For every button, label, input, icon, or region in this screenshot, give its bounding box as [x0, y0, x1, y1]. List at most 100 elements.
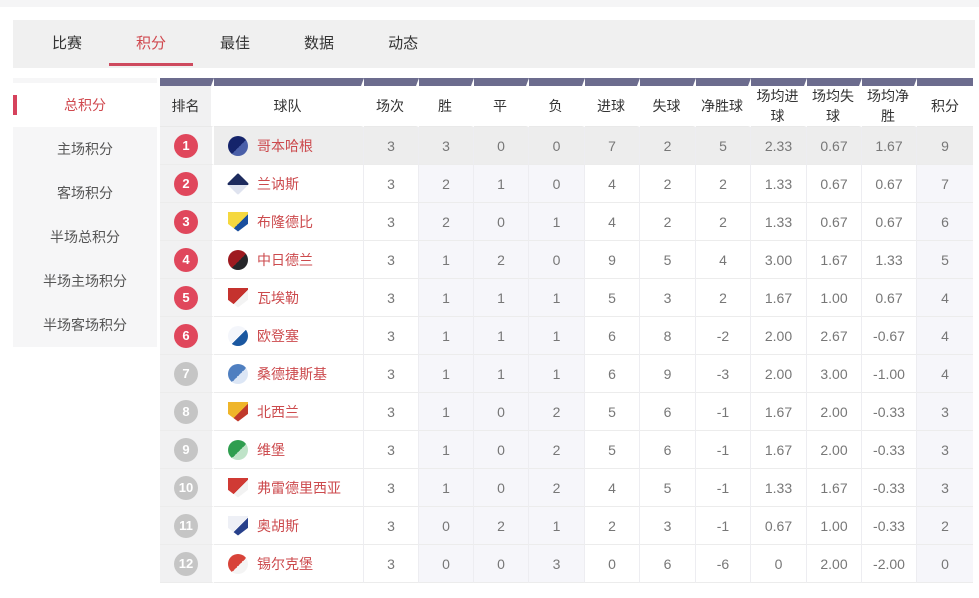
stat-cell: 3	[917, 393, 973, 431]
stat-cell: 3.00	[807, 355, 862, 393]
page: 比赛 积分 最佳 数据 动态 总积分 主场积分 客场积分 半场总积分 半场主场积分 半场客场积分 …	[0, 0, 979, 583]
stat-cell: -1	[696, 469, 751, 507]
stat-cell: 0	[474, 203, 529, 241]
team-cell[interactable]: 奥胡斯	[214, 507, 364, 545]
team: 锡尔克堡	[228, 553, 363, 574]
stat-cell: 2	[696, 279, 751, 317]
table-row[interactable]: 7 桑德捷斯基 3 1 1 1 6 9 -3 2.00 3.00 -1.00 4	[160, 355, 973, 393]
stat-cell: -1.00	[862, 355, 917, 393]
team-name-link[interactable]: 锡尔克堡	[257, 555, 313, 572]
column-header: 净胜球	[696, 78, 751, 127]
stat-cell: -3	[696, 355, 751, 393]
stat-cell: 0	[474, 127, 529, 165]
stat-cell: 1	[474, 165, 529, 203]
stat-cell: 1	[474, 355, 529, 393]
team-name-link[interactable]: 兰讷斯	[257, 175, 299, 192]
sidebar-item-6[interactable]: 半场客场积分	[43, 317, 127, 333]
team-cell[interactable]: 欧登塞	[214, 317, 364, 355]
stat-cell: 1.67	[751, 431, 807, 469]
stat-cell: 4	[917, 355, 973, 393]
sidebar-item-3[interactable]: 客场积分	[57, 185, 113, 201]
content-area: 总积分 主场积分 客场积分 半场总积分 半场主场积分 半场客场积分 排名 球队 场次胜平负进球…	[0, 78, 979, 583]
stat-cell: 2.00	[807, 431, 862, 469]
team-name-link[interactable]: 维堡	[257, 441, 285, 458]
stat-cell: 5	[585, 431, 640, 469]
stat-cell: -2.00	[862, 545, 917, 583]
stat-cell: 5	[585, 393, 640, 431]
team-name-link[interactable]: 弗雷德里西亚	[257, 479, 341, 496]
table-row[interactable]: 5 瓦埃勒 3 1 1 1 5 3 2 1.67 1.00 0.67 4	[160, 279, 973, 317]
table-row[interactable]: 1 哥本哈根 3 3 0 0 7 2 5 2.33 0.67 1.67 9	[160, 127, 973, 165]
table-row[interactable]: 9 维堡 3 1 0 2 5 6 -1 1.67 2.00 -0.33 3	[160, 431, 973, 469]
rank-badge: 2	[174, 171, 198, 196]
table-row[interactable]: 11 奥胡斯 3 0 2 1 2 3 -1 0.67 1.00 -0.33 2	[160, 507, 973, 545]
team-cell[interactable]: 兰讷斯	[214, 165, 364, 203]
sidebar-item-4[interactable]: 半场总积分	[50, 229, 120, 245]
table-row[interactable]: 8 北西兰 3 1 0 2 5 6 -1 1.67 2.00 -0.33 3	[160, 393, 973, 431]
stat-cell: 7	[585, 127, 640, 165]
table-row[interactable]: 12 锡尔克堡 3 0 0 3 0 6 -6 0 2.00 -2.00 0	[160, 545, 973, 583]
nav-tab-3[interactable]: 最佳	[220, 35, 251, 52]
stat-cell: 0	[751, 545, 807, 583]
column-header: 积分	[917, 78, 973, 127]
team-cell[interactable]: 布隆德比	[214, 203, 364, 241]
stat-cell: 0.67	[807, 165, 862, 203]
standings-sidebar: 总积分主场积分客场积分半场总积分半场主场积分 半场客场积分	[13, 78, 157, 347]
table-row[interactable]: 3 布隆德比 3 2 0 1 4 2 2 1.33 0.67 0.67 6	[160, 203, 973, 241]
team-cell[interactable]: 哥本哈根	[214, 127, 364, 165]
sidebar-item-2[interactable]: 主场积分	[57, 141, 113, 157]
rank-cell: 11	[160, 507, 214, 545]
stat-cell: 5	[696, 127, 751, 165]
team-logo-icon	[228, 553, 248, 574]
team-name-link[interactable]: 布隆德比	[257, 213, 313, 230]
nav-tab-2[interactable]: 积分	[136, 20, 166, 68]
column-header: 场次	[364, 78, 419, 127]
stat-cell: 1	[419, 279, 474, 317]
team-cell[interactable]: 瓦埃勒	[214, 279, 364, 317]
team-name-link[interactable]: 中日德兰	[257, 251, 313, 268]
stat-cell: 2	[474, 241, 529, 279]
team-name-link[interactable]: 桑德捷斯基	[257, 365, 327, 382]
stat-cell: 2	[529, 469, 585, 507]
team-cell[interactable]: 北西兰	[214, 393, 364, 431]
nav-tab-1[interactable]: 比赛	[52, 35, 83, 52]
table-row[interactable]: 6 欧登塞 3 1 1 1 6 8 -2 2.00 2.67 -0.67 4	[160, 317, 973, 355]
column-header: 场均失球	[807, 78, 862, 127]
stat-cell: 1	[529, 507, 585, 545]
team-name-link[interactable]: 哥本哈根	[257, 137, 313, 154]
rank-cell: 2	[160, 165, 214, 203]
nav-tab-5[interactable]: 动态	[388, 35, 419, 52]
rank-badge: 11	[174, 513, 198, 538]
rank-cell: 3	[160, 203, 214, 241]
nav-tab-4[interactable]: 数据	[304, 35, 335, 52]
team-cell[interactable]: 中日德兰	[214, 241, 364, 279]
stat-cell: 1.67	[751, 279, 807, 317]
team-name-link[interactable]: 瓦埃勒	[257, 289, 299, 306]
table-row[interactable]: 2 兰讷斯 3 2 1 0 4 2 2 1.33 0.67 0.67 7	[160, 165, 973, 203]
stat-cell: -0.33	[862, 431, 917, 469]
team: 维堡	[228, 439, 363, 460]
rank-cell: 6	[160, 317, 214, 355]
team-logo-icon	[228, 287, 248, 308]
stat-cell: 1	[529, 317, 585, 355]
stat-cell: 3	[640, 507, 696, 545]
rank-cell: 12	[160, 545, 214, 583]
team-name-link[interactable]: 欧登塞	[257, 327, 299, 344]
team-cell[interactable]: 维堡	[214, 431, 364, 469]
team-cell[interactable]: 弗雷德里西亚	[214, 469, 364, 507]
stat-cell: 1.00	[807, 279, 862, 317]
table-row[interactable]: 10 弗雷德里西亚 3 1 0 2 4 5 -1 1.33 1.67 -0.33 3	[160, 469, 973, 507]
table-row[interactable]: 4 中日德兰 3 1 2 0 9 5 4 3.00 1.67 1.33 5	[160, 241, 973, 279]
team-name-link[interactable]: 北西兰	[257, 403, 299, 420]
team-name-link[interactable]: 奥胡斯	[257, 517, 299, 534]
sidebar-item-5[interactable]: 半场主场积分	[43, 273, 127, 289]
stat-cell: 1	[419, 431, 474, 469]
stat-cell: 1	[529, 279, 585, 317]
sidebar-item-1[interactable]: 总积分	[13, 83, 157, 127]
team: 弗雷德里西亚	[228, 477, 363, 498]
team-cell[interactable]: 桑德捷斯基	[214, 355, 364, 393]
stat-cell: 0.67	[862, 203, 917, 241]
team-cell[interactable]: 锡尔克堡	[214, 545, 364, 583]
rank-badge: 12	[174, 551, 198, 576]
